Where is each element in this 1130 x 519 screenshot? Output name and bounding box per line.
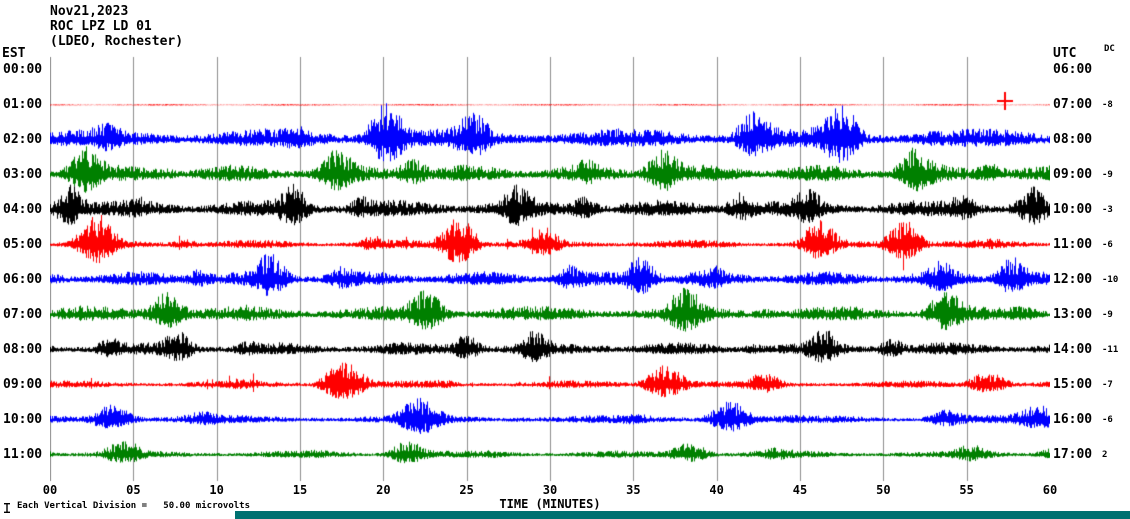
est-time-label: 09:00: [3, 377, 43, 392]
utc-time-label: 07:00: [1053, 97, 1093, 112]
header-station: ROC LPZ LD 01: [50, 19, 152, 34]
utc-time-label: 08:00: [1053, 132, 1093, 147]
bottom-status-bar: [235, 511, 1130, 519]
est-time-label: 04:00: [3, 202, 43, 217]
x-tick-label: 30: [542, 483, 558, 497]
utc-time-label: 16:00: [1053, 412, 1093, 427]
est-time-label: 02:00: [3, 132, 43, 147]
x-tick-label: 10: [209, 483, 224, 497]
dc-value: -9: [1102, 170, 1113, 180]
x-tick-label: 00: [42, 483, 58, 497]
seismogram-canvas: [50, 55, 1050, 485]
x-tick-label: 15: [292, 483, 308, 497]
x-tick-label: 60: [1042, 483, 1058, 497]
est-time-label: 03:00: [3, 167, 43, 182]
est-time-label: 07:00: [3, 307, 43, 322]
est-time-label: 08:00: [3, 342, 43, 357]
est-time-label: 06:00: [3, 272, 43, 287]
utc-time-label: 11:00: [1053, 237, 1093, 252]
dc-axis-header: DC: [1104, 44, 1115, 54]
header-location: (LDEO, Rochester): [50, 34, 184, 49]
utc-time-label: 06:00: [1053, 62, 1093, 77]
left-axis-header: EST: [2, 46, 26, 61]
x-tick-label: 25: [459, 483, 474, 497]
dc-value: -6: [1102, 240, 1113, 250]
x-tick-label: 20: [376, 483, 391, 497]
dc-value: -10: [1102, 275, 1119, 285]
dc-value: -8: [1102, 100, 1113, 110]
utc-time-label: 12:00: [1053, 272, 1093, 287]
x-tick-label: 40: [709, 483, 724, 497]
header-date: Nov21,2023: [50, 4, 129, 19]
vertical-scale-mark-icon: [4, 503, 10, 513]
est-time-label: 01:00: [3, 97, 43, 112]
scale-note: Each Vertical Division = 50.00 microvolt…: [17, 501, 250, 511]
utc-time-label: 15:00: [1053, 377, 1093, 392]
est-time-label: 10:00: [3, 412, 43, 427]
right-axis-header: UTC: [1053, 46, 1077, 61]
dc-value: -11: [1102, 345, 1119, 355]
utc-time-label: 09:00: [1053, 167, 1093, 182]
x-tick-label: 50: [876, 483, 891, 497]
est-time-label: 11:00: [3, 447, 43, 462]
x-axis-label: TIME (MINUTES): [499, 497, 601, 511]
utc-time-label: 13:00: [1053, 307, 1093, 322]
dc-value: -9: [1102, 310, 1113, 320]
est-time-label: 05:00: [3, 237, 43, 252]
est-time-label: 00:00: [3, 62, 43, 77]
dc-value: -6: [1102, 415, 1113, 425]
utc-time-label: 10:00: [1053, 202, 1093, 217]
dc-value: 2: [1102, 450, 1108, 460]
dc-value: -3: [1102, 205, 1113, 215]
x-tick-label: 05: [126, 483, 141, 497]
x-tick-label: 45: [792, 483, 808, 497]
x-tick-label: 55: [959, 483, 974, 497]
dc-value: -7: [1102, 380, 1113, 390]
utc-time-label: 17:00: [1053, 447, 1093, 462]
utc-time-label: 14:00: [1053, 342, 1093, 357]
x-tick-label: 35: [626, 483, 641, 497]
